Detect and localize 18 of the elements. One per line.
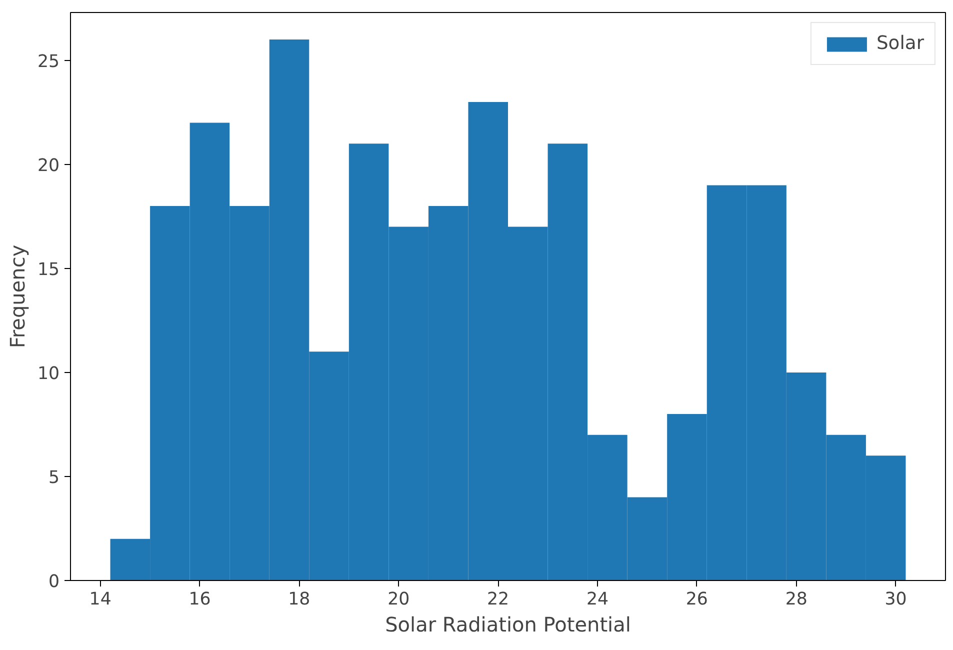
x-tick-label: 28: [785, 590, 808, 610]
x-tick-label: 26: [686, 590, 708, 610]
x-tick-label: 22: [487, 590, 510, 610]
x-tick-label: 30: [884, 590, 907, 610]
x-tick-label: 20: [388, 590, 410, 610]
y-tick-label: 10: [37, 364, 60, 384]
y-tick-label: 0: [48, 572, 60, 592]
y-tick-label: 5: [48, 468, 60, 488]
legend-label: Solar: [876, 33, 924, 54]
x-tick-label: 24: [586, 590, 609, 610]
x-axis-title: Solar Radiation Potential: [385, 612, 631, 636]
y-tick-label: 25: [37, 52, 60, 72]
x-tick-label: 16: [188, 590, 211, 610]
y-tick-label: 15: [37, 260, 60, 280]
y-tick-label: 20: [37, 156, 60, 176]
x-tick-label: 18: [288, 590, 310, 610]
y-axis-title: Frequency: [5, 244, 30, 348]
x-tick-label: 14: [89, 590, 112, 610]
